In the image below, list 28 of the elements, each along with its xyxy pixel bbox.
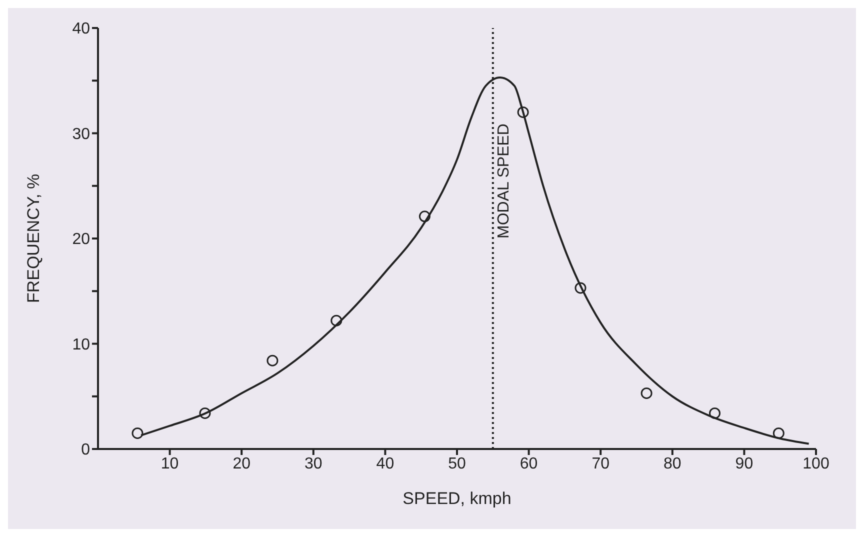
point	[199, 407, 211, 419]
y-axis-title: FREQUENCY, %	[24, 174, 44, 304]
x-tick-label: 40	[376, 455, 394, 472]
x-tick-label: 10	[160, 455, 179, 472]
point	[132, 427, 144, 439]
x-axis-title: SPEED, kmph	[402, 489, 512, 508]
x-tick-label: 70	[592, 455, 610, 472]
point	[772, 427, 784, 439]
x-tick-label: 50	[448, 455, 466, 472]
point	[330, 314, 342, 326]
point	[709, 407, 721, 419]
x-tick-label: 100	[802, 455, 830, 472]
x-tick-label: 90	[735, 455, 754, 472]
y-tick-label: 30	[72, 126, 90, 143]
point	[574, 282, 586, 294]
x-tick-label: 30	[304, 455, 322, 472]
x-tick-label: 20	[232, 455, 251, 472]
point	[266, 354, 278, 366]
ref-line-label: MODAL SPEED	[496, 124, 513, 238]
y-tick-label: 40	[72, 20, 90, 38]
x-tick-label: 60	[520, 455, 538, 472]
point	[418, 210, 430, 222]
y-tick-label: 20	[72, 231, 90, 248]
y-tick-label: 10	[72, 336, 90, 354]
x-tick-label: 80	[664, 455, 682, 472]
point	[640, 387, 652, 399]
y-tick-label: 0	[81, 442, 90, 459]
point	[517, 106, 529, 118]
